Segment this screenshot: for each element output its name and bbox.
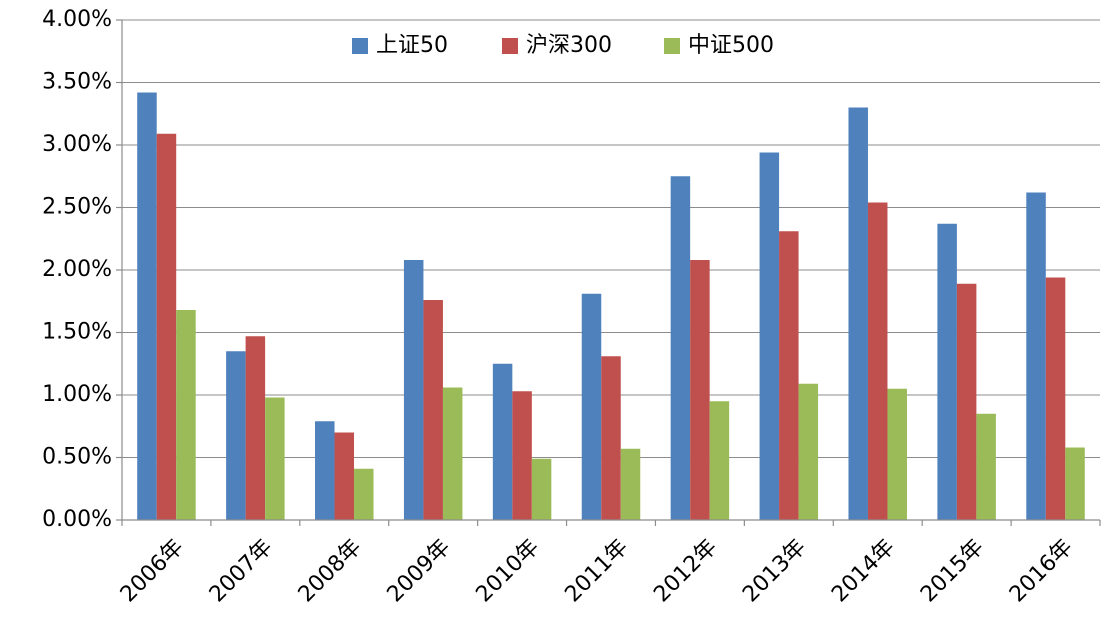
x-tick-label: 2015年 [916, 535, 989, 608]
y-tick-label: 2.00% [42, 257, 112, 282]
y-tick-label: 3.00% [42, 132, 112, 157]
bar-2016年-中证500 [1065, 447, 1085, 520]
bar-2010年-沪深300 [512, 391, 532, 520]
bar-2006年-中证500 [176, 310, 196, 520]
legend-label: 中证500 [688, 33, 774, 58]
x-tick-label: 2012年 [649, 535, 722, 608]
legend-item-沪深300: 沪深300 [502, 33, 612, 58]
y-axis-tick-labels: 0.00% 0.50% 1.00% 1.50% 2.00% 2.50% 3.00% 3.50%… [42, 7, 112, 532]
bars [137, 92, 1085, 520]
bar-2006年-上证50 [137, 92, 157, 520]
x-tick-label: 2014年 [827, 535, 900, 608]
bar-2012年-中证500 [709, 401, 730, 520]
legend-item-上证50: 上证50 [352, 33, 448, 58]
bar-2008年-沪深300 [334, 432, 355, 520]
bar-2009年-上证50 [403, 260, 424, 520]
bar-2014年-沪深300 [867, 202, 888, 520]
x-tick-label: 2007年 [205, 535, 278, 608]
bar-2015年-中证500 [976, 413, 996, 520]
legend-swatch [664, 38, 680, 54]
bar-2014年-上证50 [848, 107, 868, 520]
bar-2010年-上证50 [492, 363, 513, 520]
bar-2016年-上证50 [1026, 192, 1046, 520]
bar-2006年-沪深300 [156, 133, 177, 520]
bar-2011年-沪深300 [601, 356, 621, 520]
y-tick-label: 2.50% [42, 195, 112, 220]
x-axis-tick-labels: 2006年 2007年 2008年 2009年 2010年 2011年 2012年 2013年… [116, 535, 1078, 608]
bar-2010年-中证500 [531, 458, 552, 520]
axes [116, 19, 1101, 526]
bar-2015年-上证50 [937, 223, 957, 520]
legend-label: 沪深300 [526, 33, 612, 58]
bar-2007年-沪深300 [245, 336, 266, 520]
gridlines [122, 19, 1100, 458]
legend-swatch [502, 38, 518, 54]
bar-2011年-中证500 [620, 448, 641, 520]
x-tick-label: 2011年 [560, 535, 633, 608]
x-tick-label: 2013年 [738, 535, 811, 608]
bar-2012年-上证50 [670, 176, 691, 520]
bar-2008年-上证50 [315, 421, 335, 520]
bar-2009年-沪深300 [423, 300, 443, 520]
x-tick-label: 2008年 [294, 535, 367, 608]
y-tick-label: 1.50% [42, 320, 112, 345]
x-tick-label: 2009年 [383, 535, 456, 608]
x-tick-label: 2010年 [472, 535, 545, 608]
bar-2013年-中证500 [798, 383, 819, 520]
y-tick-label: 0.00% [42, 507, 112, 532]
y-tick-label: 4.00% [42, 7, 112, 32]
bar-2011年-上证50 [581, 293, 602, 520]
bar-2009年-中证500 [442, 387, 463, 520]
bar-2007年-中证500 [265, 397, 285, 520]
bar-2013年-上证50 [759, 152, 780, 520]
bar-2012年-沪深300 [690, 260, 710, 520]
legend-swatch [352, 38, 368, 54]
x-tick-label: 2006年 [116, 535, 189, 608]
y-tick-label: 1.00% [42, 382, 112, 407]
x-tick-label: 2016年 [1005, 535, 1078, 608]
bar-2016年-沪深300 [1045, 277, 1066, 520]
legend-label: 上证50 [376, 33, 448, 58]
y-tick-label: 0.50% [42, 445, 112, 470]
legend-item-中证500: 中证500 [664, 33, 774, 58]
bar-2008年-中证500 [354, 468, 374, 520]
bar-2014年-中证500 [887, 388, 907, 520]
y-tick-label: 3.50% [42, 70, 112, 95]
bar-2013年-沪深300 [779, 231, 799, 520]
bar-2015年-沪深300 [956, 283, 977, 520]
bar-2007年-上证50 [226, 351, 246, 520]
legend: 上证50 沪深300 中证500 [352, 33, 774, 58]
